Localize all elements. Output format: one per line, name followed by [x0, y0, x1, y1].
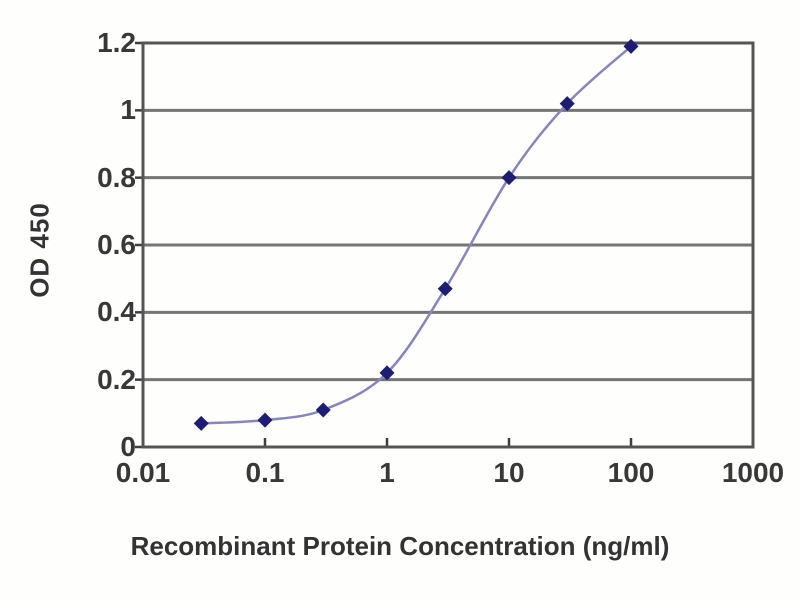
x-tick-label: 1000	[721, 457, 785, 488]
y-tick-label: 0.4	[97, 296, 136, 328]
y-tick-label: 0.2	[97, 363, 136, 395]
data-point-marker	[315, 402, 331, 418]
data-series-line	[201, 45, 632, 425]
x-tick-label: 0.01	[115, 457, 171, 488]
plot-area	[135, 38, 755, 449]
x-tick-label: 10	[493, 457, 525, 488]
x-axis-title: Recombinant Protein Concentration (ng/ml…	[130, 531, 670, 561]
data-point-marker	[501, 170, 517, 186]
plot-frame	[141, 41, 755, 449]
y-tick-label: 1.2	[97, 27, 136, 58]
data-point-marker	[437, 281, 453, 297]
y-tick-label: 0	[120, 431, 136, 462]
x-tick-label: 100	[607, 457, 655, 488]
data-point-marker	[193, 415, 209, 431]
y-tick-label: 1	[120, 94, 136, 126]
y-tick-label: 0.6	[97, 229, 136, 260]
x-tick-label: 1	[379, 457, 395, 488]
data-point-marker	[559, 96, 575, 112]
data-point-marker	[257, 412, 273, 428]
y-tick-label: 0.8	[97, 161, 136, 193]
x-tick-label: 0.1	[245, 457, 285, 488]
data-point-marker	[623, 38, 639, 54]
data-point-marker	[379, 365, 395, 381]
